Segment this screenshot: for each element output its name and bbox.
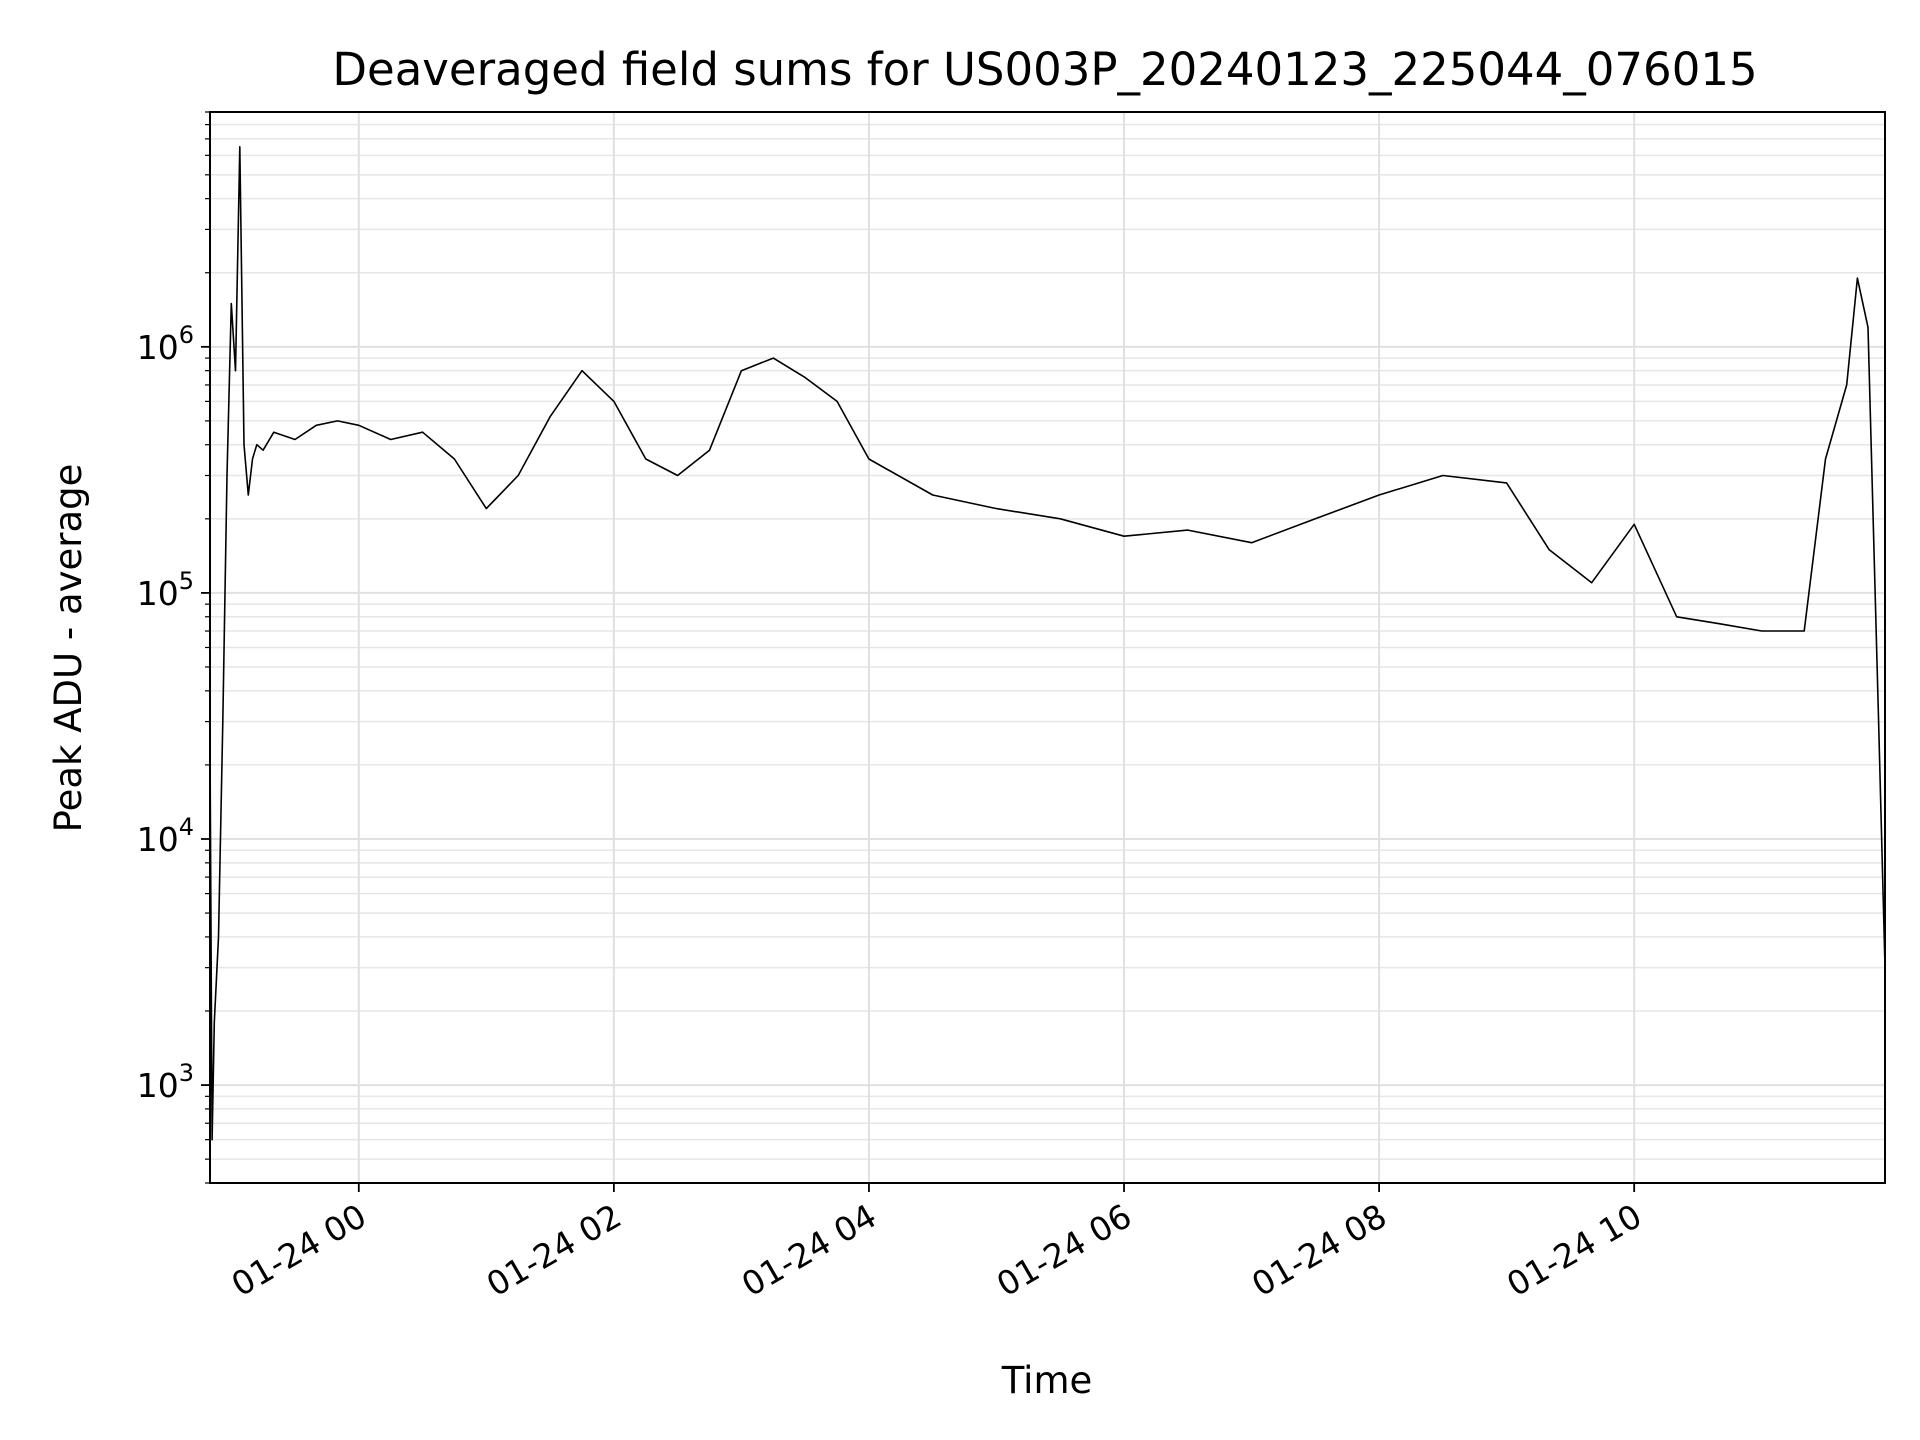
- x-axis-label: Time: [1001, 1359, 1093, 1402]
- series-layer: [209, 146, 1886, 1141]
- y-tick-label: 105: [137, 567, 194, 613]
- chart-title: Deaveraged field sums for US003P_2024012…: [332, 43, 1757, 96]
- grid: [210, 111, 1885, 1184]
- y-tick-label: 103: [137, 1059, 194, 1105]
- y-tick-label: 104: [137, 813, 194, 859]
- y-tick-label: 106: [137, 321, 194, 367]
- series-line: [209, 146, 1886, 1141]
- y-axis-label: Peak ADU - average: [47, 464, 90, 833]
